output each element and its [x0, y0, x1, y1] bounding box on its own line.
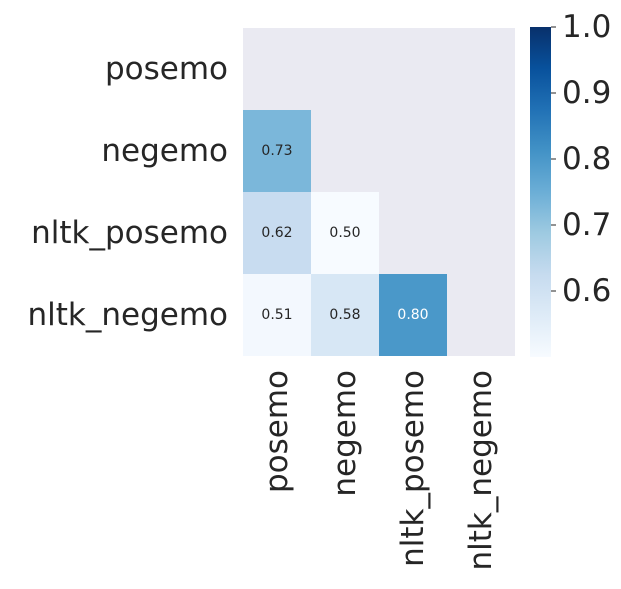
colorbar-gradient — [530, 27, 551, 357]
x-tick-label: nltk_negemo — [463, 370, 499, 571]
y-tick-label: posemo — [105, 51, 228, 87]
cell-value-label: 0.58 — [329, 307, 360, 323]
x-tick-label: negemo — [327, 370, 363, 497]
cell-value-label: 0.50 — [329, 225, 360, 241]
heatmap-cells: 0.73 0.62 0.50 0.51 0.58 0.80 — [243, 110, 447, 356]
y-tick-label: nltk_posemo — [31, 215, 228, 251]
cell-value-label: 0.73 — [261, 143, 292, 159]
heatmap-cell-nltk_negemo-negemo — [311, 274, 379, 356]
heatmap-cell-nltk_negemo-posemo — [243, 274, 311, 356]
colorbar-tick-label: 0.9 — [562, 75, 611, 111]
colorbar: 0.6 0.7 0.8 0.9 1.0 — [530, 9, 611, 357]
cell-value-label: 0.62 — [261, 225, 292, 241]
cell-value-label: 0.80 — [397, 307, 428, 323]
x-tick-label: nltk_posemo — [395, 370, 431, 567]
x-tick-label: posemo — [259, 370, 295, 493]
colorbar-tick-label: 1.0 — [562, 9, 611, 45]
heatmap-cell-nltk_posemo-negemo — [311, 192, 379, 274]
heatmap-cell-nltk_posemo-posemo — [243, 192, 311, 274]
cell-value-label: 0.51 — [261, 307, 292, 323]
x-tick-labels: posemo negemo nltk_posemo nltk_negemo — [259, 370, 499, 571]
heatmap-cell-nltk_negemo-nltk_posemo — [379, 274, 447, 356]
colorbar-tick-label: 0.7 — [562, 207, 611, 243]
colorbar-tick-label: 0.6 — [562, 273, 611, 309]
y-tick-label: nltk_negemo — [27, 297, 228, 333]
colorbar-tick-label: 0.8 — [562, 141, 611, 177]
y-tick-labels: posemo negemo nltk_posemo nltk_negemo — [27, 51, 228, 333]
y-tick-label: negemo — [101, 133, 228, 169]
heatmap-cell-negemo-posemo — [243, 110, 311, 192]
